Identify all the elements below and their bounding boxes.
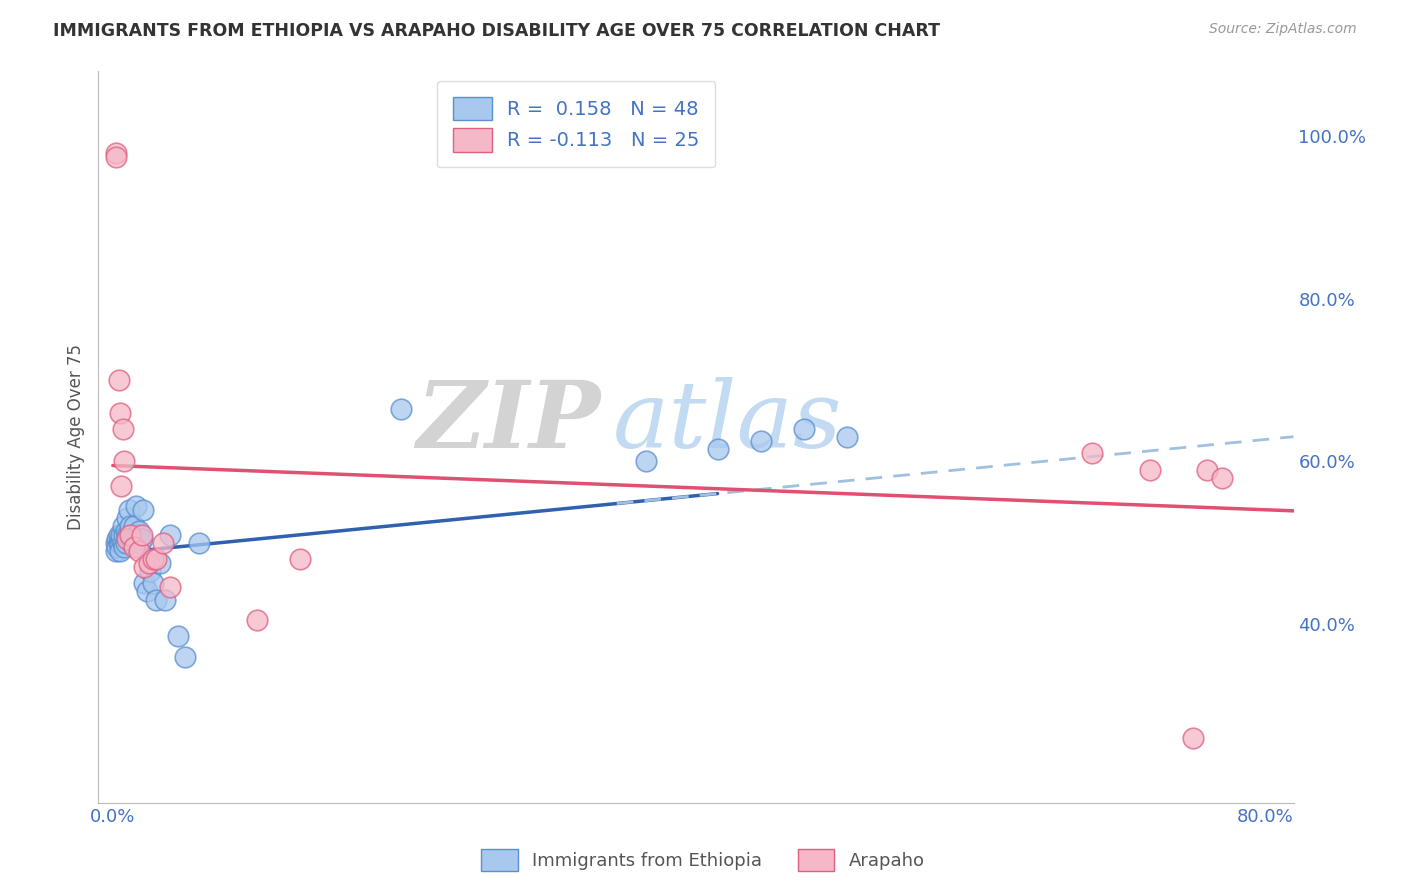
- Y-axis label: Disability Age Over 75: Disability Age Over 75: [66, 344, 84, 530]
- Point: [105, 540, 128, 554]
- Point: [246, 613, 269, 627]
- Point: [111, 519, 134, 533]
- Point: [131, 527, 153, 541]
- Legend: Immigrants from Ethiopia, Arapaho: Immigrants from Ethiopia, Arapaho: [474, 842, 932, 879]
- Point: [108, 535, 131, 549]
- Text: IMMIGRANTS FROM ETHIOPIA VS ARAPAHO DISABILITY AGE OVER 75 CORRELATION CHART: IMMIGRANTS FROM ETHIOPIA VS ARAPAHO DISA…: [53, 22, 941, 40]
- Point: [104, 535, 127, 549]
- Point: [1081, 446, 1104, 460]
- Point: [138, 556, 160, 570]
- Point: [166, 629, 188, 643]
- Point: [107, 535, 129, 549]
- Point: [111, 422, 134, 436]
- Point: [118, 527, 141, 541]
- Point: [159, 581, 181, 595]
- Point: [706, 442, 728, 457]
- Point: [108, 544, 131, 558]
- Text: Source: ZipAtlas.com: Source: ZipAtlas.com: [1209, 22, 1357, 37]
- Point: [132, 503, 155, 517]
- Point: [134, 576, 156, 591]
- Point: [120, 527, 142, 541]
- Point: [114, 535, 136, 549]
- Point: [128, 524, 150, 538]
- Point: [142, 552, 165, 566]
- Point: [749, 434, 772, 449]
- Point: [173, 649, 195, 664]
- Point: [104, 145, 127, 160]
- Point: [159, 527, 181, 541]
- Point: [104, 150, 127, 164]
- Point: [111, 535, 134, 549]
- Point: [145, 592, 167, 607]
- Point: [105, 532, 128, 546]
- Legend: R =  0.158   N = 48, R = -0.113   N = 25: R = 0.158 N = 48, R = -0.113 N = 25: [437, 81, 716, 168]
- Point: [112, 454, 135, 468]
- Point: [114, 524, 136, 538]
- Text: ZIP: ZIP: [416, 377, 600, 467]
- Point: [131, 532, 153, 546]
- Point: [124, 519, 146, 533]
- Point: [124, 540, 146, 554]
- Point: [1139, 462, 1161, 476]
- Point: [112, 527, 135, 541]
- Point: [110, 479, 132, 493]
- Point: [120, 519, 142, 533]
- Point: [125, 499, 148, 513]
- Point: [793, 422, 815, 436]
- Point: [142, 576, 165, 591]
- Point: [115, 532, 138, 546]
- Point: [118, 503, 141, 517]
- Point: [288, 552, 311, 566]
- Point: [1197, 462, 1219, 476]
- Point: [107, 373, 129, 387]
- Point: [128, 544, 150, 558]
- Point: [139, 564, 162, 578]
- Point: [837, 430, 859, 444]
- Point: [127, 527, 149, 541]
- Point: [1181, 731, 1204, 745]
- Point: [112, 540, 135, 554]
- Point: [634, 454, 657, 468]
- Point: [149, 556, 172, 570]
- Point: [107, 527, 129, 541]
- Point: [115, 511, 138, 525]
- Point: [134, 560, 156, 574]
- Point: [188, 535, 211, 549]
- Point: [1211, 471, 1233, 485]
- Point: [124, 532, 146, 546]
- Point: [121, 535, 143, 549]
- Point: [129, 535, 152, 549]
- Point: [145, 552, 167, 566]
- Point: [389, 401, 412, 416]
- Point: [108, 406, 131, 420]
- Point: [136, 584, 159, 599]
- Point: [115, 527, 138, 541]
- Text: atlas: atlas: [613, 377, 842, 467]
- Point: [110, 532, 132, 546]
- Point: [110, 527, 132, 541]
- Point: [153, 592, 176, 607]
- Point: [104, 544, 127, 558]
- Point: [122, 527, 145, 541]
- Point: [152, 535, 174, 549]
